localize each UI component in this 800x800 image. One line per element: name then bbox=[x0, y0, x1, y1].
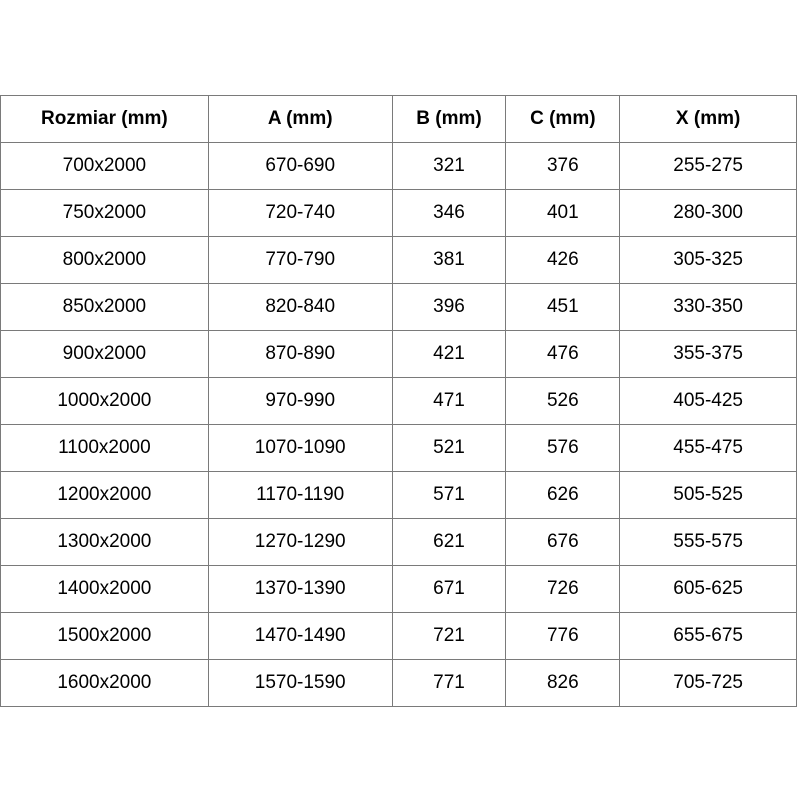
table-cell: 555-575 bbox=[619, 518, 797, 566]
table-cell: 1000x2000 bbox=[0, 377, 209, 425]
size-table-container: Rozmiar (mm) A (mm) B (mm) C (mm) X (mm)… bbox=[0, 95, 797, 707]
table-row: 1200x2000 1170-1190 571 626 505-525 bbox=[0, 471, 797, 519]
table-cell: 1300x2000 bbox=[0, 518, 209, 566]
table-row: 1500x2000 1470-1490 721 776 655-675 bbox=[0, 612, 797, 660]
table-cell: 321 bbox=[391, 142, 507, 190]
table-cell: 426 bbox=[505, 236, 621, 284]
table-cell: 1170-1190 bbox=[207, 471, 393, 519]
table-cell: 676 bbox=[505, 518, 621, 566]
table-cell: 970-990 bbox=[207, 377, 393, 425]
table-cell: 330-350 bbox=[619, 283, 797, 331]
table-cell: 700x2000 bbox=[0, 142, 209, 190]
table-cell: 355-375 bbox=[619, 330, 797, 378]
column-header-c: C (mm) bbox=[505, 95, 621, 143]
table-cell: 526 bbox=[505, 377, 621, 425]
table-row: 1100x2000 1070-1090 521 576 455-475 bbox=[0, 424, 797, 472]
table-cell: 1100x2000 bbox=[0, 424, 209, 472]
table-cell: 655-675 bbox=[619, 612, 797, 660]
table-cell: 381 bbox=[391, 236, 507, 284]
table-cell: 396 bbox=[391, 283, 507, 331]
table-cell: 721 bbox=[391, 612, 507, 660]
table-cell: 720-740 bbox=[207, 189, 393, 237]
table-cell: 776 bbox=[505, 612, 621, 660]
table-cell: 870-890 bbox=[207, 330, 393, 378]
table-cell: 605-625 bbox=[619, 565, 797, 613]
table-cell: 1500x2000 bbox=[0, 612, 209, 660]
table-row: 700x2000 670-690 321 376 255-275 bbox=[0, 142, 797, 190]
size-table: Rozmiar (mm) A (mm) B (mm) C (mm) X (mm)… bbox=[0, 95, 797, 707]
table-cell: 451 bbox=[505, 283, 621, 331]
table-cell: 305-325 bbox=[619, 236, 797, 284]
table-cell: 1370-1390 bbox=[207, 565, 393, 613]
table-cell: 1470-1490 bbox=[207, 612, 393, 660]
table-row: 750x2000 720-740 346 401 280-300 bbox=[0, 189, 797, 237]
table-row: 1600x2000 1570-1590 771 826 705-725 bbox=[0, 659, 797, 707]
table-cell: 671 bbox=[391, 565, 507, 613]
table-cell: 900x2000 bbox=[0, 330, 209, 378]
table-cell: 1070-1090 bbox=[207, 424, 393, 472]
table-cell: 750x2000 bbox=[0, 189, 209, 237]
table-cell: 471 bbox=[391, 377, 507, 425]
table-cell: 476 bbox=[505, 330, 621, 378]
table-cell: 455-475 bbox=[619, 424, 797, 472]
table-cell: 850x2000 bbox=[0, 283, 209, 331]
column-header-x: X (mm) bbox=[619, 95, 797, 143]
table-row: 1400x2000 1370-1390 671 726 605-625 bbox=[0, 565, 797, 613]
table-row: 800x2000 770-790 381 426 305-325 bbox=[0, 236, 797, 284]
table-cell: 626 bbox=[505, 471, 621, 519]
table-cell: 376 bbox=[505, 142, 621, 190]
column-header-rozmiar: Rozmiar (mm) bbox=[0, 95, 209, 143]
table-cell: 1400x2000 bbox=[0, 565, 209, 613]
table-cell: 800x2000 bbox=[0, 236, 209, 284]
column-header-b: B (mm) bbox=[391, 95, 507, 143]
table-cell: 705-725 bbox=[619, 659, 797, 707]
table-cell: 255-275 bbox=[619, 142, 797, 190]
table-cell: 1600x2000 bbox=[0, 659, 209, 707]
table-cell: 826 bbox=[505, 659, 621, 707]
table-cell: 1270-1290 bbox=[207, 518, 393, 566]
table-cell: 571 bbox=[391, 471, 507, 519]
table-cell: 670-690 bbox=[207, 142, 393, 190]
table-cell: 820-840 bbox=[207, 283, 393, 331]
table-body: 700x2000 670-690 321 376 255-275 750x2000 720-… bbox=[0, 142, 797, 707]
table-cell: 621 bbox=[391, 518, 507, 566]
table-cell: 770-790 bbox=[207, 236, 393, 284]
table-cell: 505-525 bbox=[619, 471, 797, 519]
table-row: 900x2000 870-890 421 476 355-375 bbox=[0, 330, 797, 378]
table-cell: 521 bbox=[391, 424, 507, 472]
table-cell: 405-425 bbox=[619, 377, 797, 425]
table-cell: 1200x2000 bbox=[0, 471, 209, 519]
table-cell: 726 bbox=[505, 565, 621, 613]
column-header-a: A (mm) bbox=[207, 95, 393, 143]
table-cell: 421 bbox=[391, 330, 507, 378]
table-cell: 1570-1590 bbox=[207, 659, 393, 707]
table-cell: 401 bbox=[505, 189, 621, 237]
table-row: 1000x2000 970-990 471 526 405-425 bbox=[0, 377, 797, 425]
table-cell: 576 bbox=[505, 424, 621, 472]
table-cell: 280-300 bbox=[619, 189, 797, 237]
header-row: Rozmiar (mm) A (mm) B (mm) C (mm) X (mm) bbox=[0, 95, 797, 143]
table-cell: 771 bbox=[391, 659, 507, 707]
table-row: 850x2000 820-840 396 451 330-350 bbox=[0, 283, 797, 331]
table-cell: 346 bbox=[391, 189, 507, 237]
table-header: Rozmiar (mm) A (mm) B (mm) C (mm) X (mm) bbox=[0, 95, 797, 143]
table-row: 1300x2000 1270-1290 621 676 555-575 bbox=[0, 518, 797, 566]
